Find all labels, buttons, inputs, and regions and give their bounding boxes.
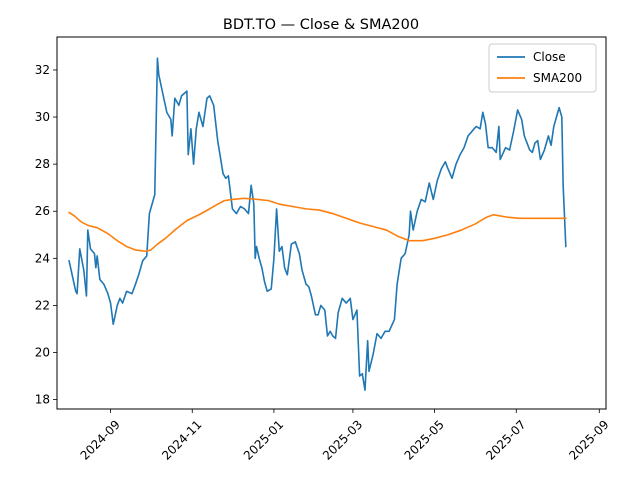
y-tick-label: 32 [35,63,50,77]
chart-title: BDT.TO — Close & SMA200 [223,17,419,33]
y-tick-label: 30 [35,110,50,124]
series-layer [68,57,567,391]
legend-box [488,43,597,93]
y-axis: 18 20 22 24 26 28 30 32 [35,63,57,407]
y-tick-label: 22 [35,298,50,312]
legend-label-sma200: SMA200 [533,71,582,85]
legend-label-close: Close [533,50,566,64]
y-tick-label: 20 [35,345,50,359]
y-tick-label: 24 [35,251,50,265]
y-tick-label: 28 [35,157,50,171]
series-line-close [68,57,567,391]
series-line-sma200 [68,197,567,253]
plot-area-frame [56,36,607,410]
y-tick-label: 18 [35,393,50,407]
y-tick-label: 26 [35,204,50,218]
legend: Close SMA200 [488,43,597,93]
